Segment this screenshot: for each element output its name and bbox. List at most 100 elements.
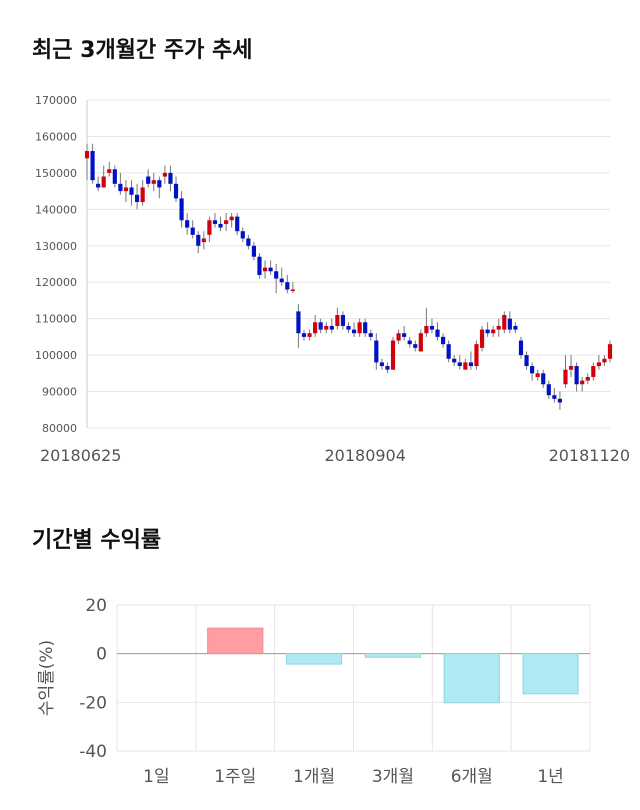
candle (179, 191, 184, 228)
candle-body (374, 340, 379, 363)
candle (390, 336, 396, 370)
candle-body (591, 366, 596, 377)
candle-body (290, 289, 295, 292)
candle-body (118, 183, 123, 192)
candle (524, 351, 529, 370)
y-tick-label: 20 (85, 596, 107, 616)
candle (602, 355, 607, 367)
candle (84, 143, 90, 181)
candle (407, 336, 412, 348)
candle-body (324, 325, 329, 330)
candle-body (318, 322, 323, 330)
return-bar (285, 653, 343, 665)
candle-body (385, 366, 390, 370)
candle (474, 340, 479, 370)
candle-body (457, 362, 462, 367)
candle-body (90, 151, 95, 181)
candle (107, 161, 112, 177)
candle (452, 355, 457, 367)
candle-body (596, 362, 601, 367)
candle (190, 220, 195, 239)
candle (418, 329, 423, 352)
candle-body (518, 340, 524, 356)
candle (580, 376, 585, 392)
candle (402, 325, 407, 341)
return-bar (443, 653, 500, 704)
candle (235, 212, 240, 235)
candle (146, 169, 151, 188)
candle-body (151, 180, 156, 184)
candle (457, 355, 462, 370)
candle-body (502, 315, 507, 330)
candle (340, 311, 346, 330)
candle (318, 318, 323, 334)
candle (274, 264, 279, 294)
candle-body (446, 344, 451, 359)
y-tick-label: 130000 (35, 240, 77, 253)
y-tick-label: 0 (96, 645, 107, 665)
candle-body (301, 333, 307, 337)
candle (134, 183, 140, 210)
candle-body (474, 344, 479, 367)
period-returns-title: 기간별 수익률 (32, 528, 162, 553)
candle-body (396, 333, 401, 341)
candle-body (307, 333, 312, 337)
candle-body (329, 325, 334, 330)
return-bar (522, 653, 579, 695)
candle-body (257, 256, 262, 275)
candle (530, 362, 535, 381)
y-tick-label: 160000 (35, 130, 77, 143)
candle (246, 234, 251, 250)
candle (279, 267, 284, 286)
candle-body (168, 172, 173, 184)
candle-body (140, 187, 145, 203)
candle-body (402, 333, 407, 337)
x-tick-label: 1개월 (293, 767, 335, 787)
candle-body (196, 234, 201, 246)
x-tick-label: 3개월 (372, 767, 414, 787)
candle (240, 227, 245, 243)
candle-body (123, 187, 129, 192)
x-tick-label: 6개월 (451, 767, 493, 787)
candle (413, 340, 418, 352)
candle (591, 362, 596, 381)
candle (168, 165, 173, 192)
candle (479, 325, 485, 352)
x-tick-label: 20181120 (549, 446, 630, 465)
candle-body (574, 366, 579, 385)
candle-body (296, 311, 301, 334)
candle-body (557, 398, 563, 403)
candlestick-chart: 80000 90000 100000 110000 120000 130000 140000… (35, 94, 630, 465)
x-tick-label: 20180625 (40, 446, 121, 465)
candle-body (229, 216, 234, 221)
y-tick-label: 110000 (35, 313, 77, 326)
candle (335, 307, 340, 330)
y-tick-label: 150000 (35, 167, 77, 180)
candle-body (235, 216, 240, 232)
candle (218, 216, 223, 232)
candle-body (440, 336, 446, 345)
candle-body (240, 231, 245, 239)
y-tick-label: 170000 (35, 94, 77, 107)
return-bar (207, 627, 264, 655)
candle-body (335, 315, 340, 326)
candle (285, 274, 290, 294)
candle (162, 165, 167, 184)
candle (123, 180, 129, 203)
candle-body (452, 358, 457, 363)
candle-body (346, 325, 351, 330)
candle-body (413, 344, 418, 348)
candle-body (513, 325, 518, 330)
candle (563, 355, 568, 388)
candle-body (262, 267, 268, 272)
candle-body (351, 329, 357, 334)
candle (379, 358, 384, 370)
candle (502, 311, 507, 334)
candle (368, 329, 373, 341)
candle-body (96, 183, 101, 188)
candle (541, 369, 546, 388)
candle (435, 322, 440, 341)
candle (157, 176, 162, 199)
candle-body (580, 380, 585, 385)
candle-body (190, 227, 195, 235)
